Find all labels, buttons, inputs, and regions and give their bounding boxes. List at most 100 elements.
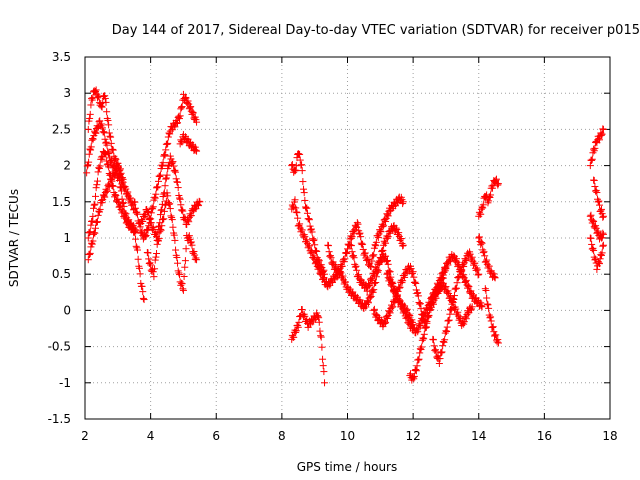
grid xyxy=(85,57,610,419)
data-point xyxy=(294,150,302,158)
data-point xyxy=(340,258,348,266)
data-point xyxy=(174,259,182,267)
data-point xyxy=(90,201,98,209)
data-point xyxy=(151,256,159,264)
data-point xyxy=(84,256,92,264)
data-point xyxy=(384,212,392,220)
data-point xyxy=(481,252,489,260)
data-point xyxy=(365,281,373,289)
data-point xyxy=(145,260,153,268)
data-point xyxy=(111,191,119,199)
data-point xyxy=(348,248,356,256)
data-point xyxy=(299,178,307,186)
data-point xyxy=(449,295,457,303)
data-point xyxy=(109,145,117,153)
data-point xyxy=(91,129,99,137)
series-arc-2k xyxy=(481,285,502,347)
data-point xyxy=(441,336,449,344)
data-point xyxy=(596,201,603,209)
data-point xyxy=(142,232,150,240)
data-point xyxy=(383,257,391,265)
data-point xyxy=(475,233,483,241)
data-point xyxy=(131,198,139,206)
data-point xyxy=(353,219,361,227)
y-tick-label: 0.5 xyxy=(52,267,71,281)
data-point xyxy=(292,328,300,336)
data-point xyxy=(596,136,603,144)
data-point xyxy=(147,261,155,269)
data-point xyxy=(96,205,104,213)
data-point xyxy=(382,239,390,247)
data-point xyxy=(494,336,502,344)
data-point xyxy=(370,306,378,314)
data-point xyxy=(423,317,431,325)
data-point xyxy=(100,192,108,200)
data-point xyxy=(479,249,487,257)
data-point xyxy=(176,271,183,279)
data-point xyxy=(84,234,92,242)
data-point xyxy=(319,362,327,370)
data-point xyxy=(455,272,463,280)
data-point xyxy=(307,247,315,255)
series-arc-2b xyxy=(288,193,407,291)
data-point xyxy=(89,237,97,245)
data-point xyxy=(305,215,313,223)
data-point xyxy=(411,278,419,286)
data-point xyxy=(588,155,596,163)
data-point xyxy=(590,176,598,184)
data-point xyxy=(416,300,424,308)
data-point xyxy=(107,171,115,179)
data-point xyxy=(598,130,606,138)
data-point xyxy=(298,226,306,234)
data-point xyxy=(188,241,196,249)
data-point xyxy=(112,155,120,163)
data-point xyxy=(163,140,171,148)
data-point xyxy=(177,201,185,209)
data-point xyxy=(354,220,362,228)
data-point xyxy=(366,281,374,289)
data-point xyxy=(141,233,149,241)
data-point xyxy=(97,102,105,110)
data-point xyxy=(181,263,189,271)
data-point xyxy=(489,184,497,192)
data-point xyxy=(185,232,193,240)
data-point xyxy=(437,349,445,357)
data-point xyxy=(315,264,323,272)
data-point xyxy=(95,164,103,172)
data-point xyxy=(348,233,356,241)
data-point xyxy=(595,197,603,205)
data-point xyxy=(386,309,394,317)
data-point xyxy=(494,181,502,189)
data-point xyxy=(154,236,162,244)
data-point xyxy=(439,337,447,345)
data-point xyxy=(422,323,430,331)
data-point xyxy=(589,217,597,225)
data-point xyxy=(166,205,174,213)
data-point xyxy=(86,249,94,257)
data-point xyxy=(116,201,124,209)
data-point xyxy=(435,288,443,296)
data-point xyxy=(152,253,160,261)
data-point xyxy=(295,318,303,326)
data-point xyxy=(417,305,425,313)
data-point xyxy=(593,265,601,273)
data-point xyxy=(150,273,158,281)
data-point xyxy=(338,262,346,270)
data-point xyxy=(316,327,324,335)
data-point xyxy=(308,228,316,236)
data-point xyxy=(136,223,144,231)
data-point xyxy=(173,253,181,261)
data-point xyxy=(92,86,100,94)
data-point xyxy=(85,150,93,158)
data-point xyxy=(298,161,306,169)
data-point xyxy=(454,274,462,282)
series-arc-2i xyxy=(429,248,483,368)
data-point xyxy=(490,270,498,278)
data-point xyxy=(145,208,153,216)
series-arc-3d xyxy=(586,211,607,243)
data-point xyxy=(370,251,378,259)
data-point xyxy=(184,97,192,105)
data-point xyxy=(306,222,314,230)
data-point xyxy=(591,256,599,264)
